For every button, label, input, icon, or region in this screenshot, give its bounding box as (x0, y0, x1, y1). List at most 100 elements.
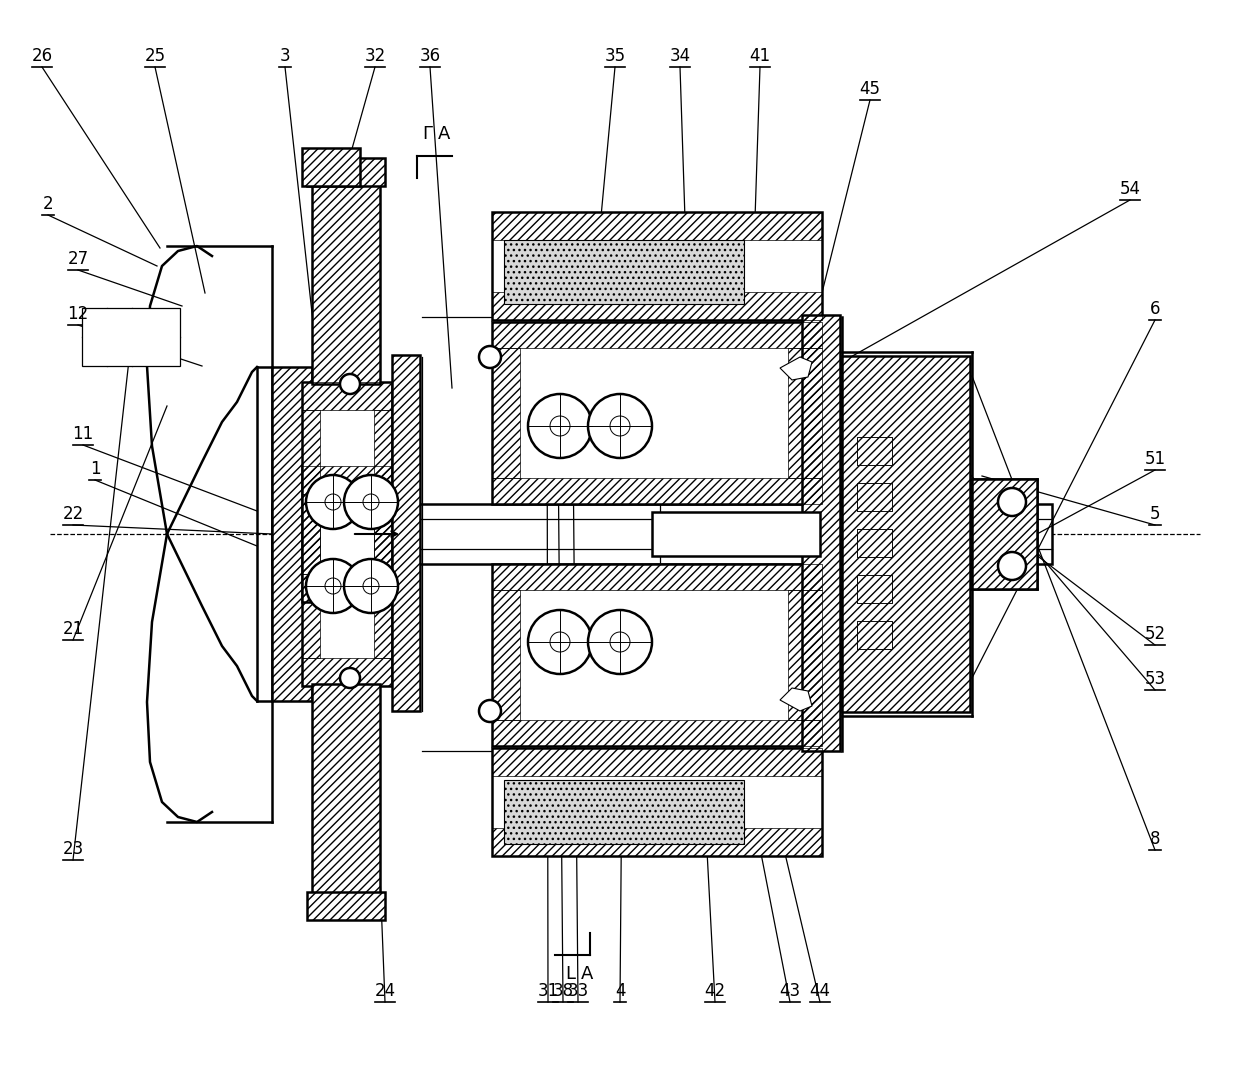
Text: 6: 6 (1149, 300, 1161, 318)
Text: 22: 22 (62, 505, 83, 523)
Text: 52: 52 (1145, 625, 1166, 643)
Text: 11: 11 (72, 425, 94, 443)
Bar (303, 410, 320, 574)
Circle shape (363, 494, 379, 511)
Bar (842, 356, 970, 712)
Text: 31: 31 (537, 981, 559, 1000)
Bar (492, 748, 822, 855)
Bar (503, 780, 744, 844)
Bar (492, 564, 822, 590)
Bar (312, 162, 379, 384)
Bar (857, 483, 892, 511)
Bar (303, 148, 360, 186)
Circle shape (998, 552, 1025, 580)
Text: 34: 34 (670, 47, 691, 65)
Bar (492, 590, 520, 720)
Circle shape (340, 374, 360, 394)
Text: 32: 32 (365, 47, 386, 65)
Circle shape (528, 394, 591, 458)
Bar (857, 437, 892, 465)
Bar (374, 410, 392, 574)
Circle shape (610, 632, 630, 651)
Polygon shape (780, 688, 812, 711)
Bar (842, 356, 970, 712)
Bar (303, 494, 320, 658)
Bar (857, 437, 892, 465)
Bar (303, 148, 360, 186)
Circle shape (479, 700, 501, 722)
Bar (492, 348, 520, 478)
Bar (303, 574, 392, 602)
Polygon shape (780, 357, 812, 380)
Bar (374, 494, 392, 658)
Bar (272, 367, 312, 701)
Bar (272, 367, 312, 701)
Circle shape (528, 610, 591, 674)
Circle shape (479, 346, 501, 368)
Bar (972, 480, 1037, 588)
Bar (857, 529, 892, 557)
Bar (802, 315, 839, 751)
Text: 21: 21 (62, 621, 83, 638)
Bar (857, 575, 892, 603)
Bar (857, 575, 892, 603)
Text: 24: 24 (374, 981, 396, 1000)
Text: 41: 41 (749, 47, 770, 65)
Text: 51: 51 (1145, 450, 1166, 468)
Circle shape (551, 417, 570, 436)
Text: 25: 25 (144, 47, 166, 65)
Text: 27: 27 (67, 250, 88, 268)
Circle shape (325, 494, 341, 511)
Bar (303, 466, 392, 494)
Bar (492, 748, 822, 776)
Bar (492, 321, 822, 348)
Bar (308, 158, 384, 186)
Bar (492, 720, 822, 747)
Text: 23: 23 (62, 841, 83, 858)
Bar (312, 684, 379, 906)
Bar (308, 158, 384, 186)
Bar (392, 355, 420, 711)
Text: 4: 4 (615, 981, 625, 1000)
Bar (503, 240, 744, 304)
Bar (972, 480, 1037, 588)
Bar (857, 621, 892, 649)
Bar (492, 213, 822, 240)
Bar (492, 213, 822, 320)
Bar (392, 355, 420, 711)
Circle shape (343, 475, 398, 529)
Bar (492, 828, 822, 855)
Bar (802, 315, 839, 751)
Text: 33: 33 (568, 981, 589, 1000)
Text: 1: 1 (89, 460, 100, 478)
Text: 26: 26 (31, 47, 52, 65)
Bar (272, 504, 1052, 564)
Text: 45: 45 (859, 80, 880, 98)
Circle shape (306, 559, 360, 613)
Circle shape (340, 668, 360, 688)
Text: 43: 43 (780, 981, 801, 1000)
Circle shape (551, 632, 570, 651)
Bar (303, 382, 392, 602)
Text: 44: 44 (810, 981, 831, 1000)
Text: 42: 42 (704, 981, 725, 1000)
Bar (303, 382, 392, 410)
Bar (857, 621, 892, 649)
Bar (492, 321, 822, 504)
Bar (492, 478, 822, 504)
Text: Γ: Γ (422, 125, 432, 143)
Text: A: A (438, 125, 450, 143)
Text: 36: 36 (419, 47, 440, 65)
Bar (492, 564, 822, 747)
Bar (312, 162, 379, 384)
Bar (857, 529, 892, 557)
Circle shape (306, 475, 360, 529)
Bar (303, 658, 392, 686)
Bar (308, 892, 384, 920)
Circle shape (363, 578, 379, 594)
Circle shape (588, 394, 652, 458)
Bar (312, 684, 379, 906)
Circle shape (588, 610, 652, 674)
Text: 53: 53 (1145, 670, 1166, 688)
Text: 3: 3 (280, 47, 290, 65)
